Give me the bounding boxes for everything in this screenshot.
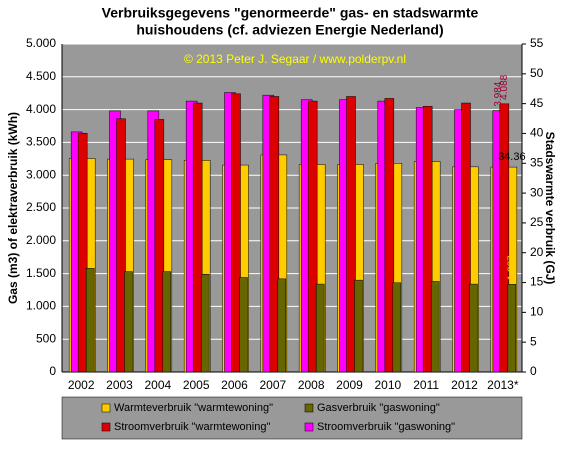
x-tick-label: 2002 [68,378,95,392]
bar [200,274,210,373]
bar [77,132,88,373]
y2-tick-label: 35 [530,155,544,169]
x-tick-label: 2008 [298,378,325,392]
bar [154,119,165,373]
legend-swatch [101,403,111,413]
bar [307,100,318,373]
x-tick-label: 2013* [487,378,519,392]
y2-tick-label: 15 [530,275,544,289]
y-tick-label: 3.000 [26,167,56,181]
y-axis-title: Gas (m3) of elektraverbruik (kWh) [6,112,20,304]
x-tick-label: 2010 [374,378,401,392]
chart-title: Verbruiksgegevens "genormeerde" gas- en … [102,5,479,21]
x-tick-label: 2009 [336,378,363,392]
value-label: 1.337 [506,255,517,280]
legend-swatch [101,422,111,432]
y-tick-label: 2.000 [26,233,56,247]
x-tick-label: 2007 [259,378,286,392]
x-tick-label: 2003 [106,378,133,392]
y-tick-label: 3.500 [26,135,56,149]
bar [277,278,287,373]
y-tick-label: 0 [49,364,56,378]
y2-tick-label: 45 [530,96,544,110]
bar [354,279,363,373]
bar [269,96,280,373]
y2-tick-label: 50 [530,66,544,80]
x-tick-label: 2005 [183,378,210,392]
legend-box [61,396,523,440]
legend-swatch [304,403,314,413]
bar [124,271,133,373]
y2-tick-label: 40 [530,126,544,140]
bar [499,103,510,373]
bar [239,277,248,373]
bar [116,118,126,373]
bar [392,282,402,373]
bar [315,283,325,373]
y2-tick-label: 25 [530,215,544,229]
bar [85,268,95,373]
y2-tick-label: 10 [530,305,544,319]
x-tick-label: 2011 [413,378,439,392]
value-label: 34.36 [498,151,526,163]
y2-tick-label: 30 [530,185,544,199]
y2-axis-title: Stadswarmte verbruik (GJ) [543,132,557,285]
legend-label: Gasverbruik "gaswoning" [317,402,440,414]
x-tick-label: 2006 [221,378,248,392]
legend-swatch [304,422,314,432]
y-tick-label: 1.000 [26,299,56,313]
x-tick-label: 2012 [451,378,478,392]
bar [162,271,172,373]
bar [507,284,517,373]
y-tick-label: 4.500 [26,69,56,83]
y-tick-label: 1.500 [26,266,56,280]
bar [461,102,471,373]
bar [346,96,356,373]
y-tick-label: 2.500 [26,200,56,214]
bar [384,98,395,373]
y2-tick-label: 20 [530,245,544,259]
y-tick-label: 500 [36,331,56,345]
annotation: © 2013 Peter J. Segaar / www.polderpv.nl [184,52,406,66]
value-label: 4.088 [499,74,510,99]
x-tick-label: 2004 [144,378,171,392]
value-label: 3.984 [493,81,504,106]
bar [430,281,440,373]
chart-subtitle: huishoudens (cf. adviezen Energie Nederl… [136,22,443,38]
y-tick-label: 5.000 [26,36,56,50]
y2-tick-label: 0 [530,364,537,378]
y2-tick-label: 5 [530,334,537,348]
y2-tick-label: 55 [530,36,544,50]
y-tick-label: 4.000 [26,102,56,116]
bar [469,283,478,373]
bar [231,93,241,373]
bar [422,106,433,373]
bar [192,102,203,373]
legend-label: Warmteverbruik "warmtewoning" [114,402,273,414]
legend-label: Stroomverbruik "warmtewoning" [114,421,270,433]
legend-label: Stroomverbruik "gaswoning" [317,421,455,433]
